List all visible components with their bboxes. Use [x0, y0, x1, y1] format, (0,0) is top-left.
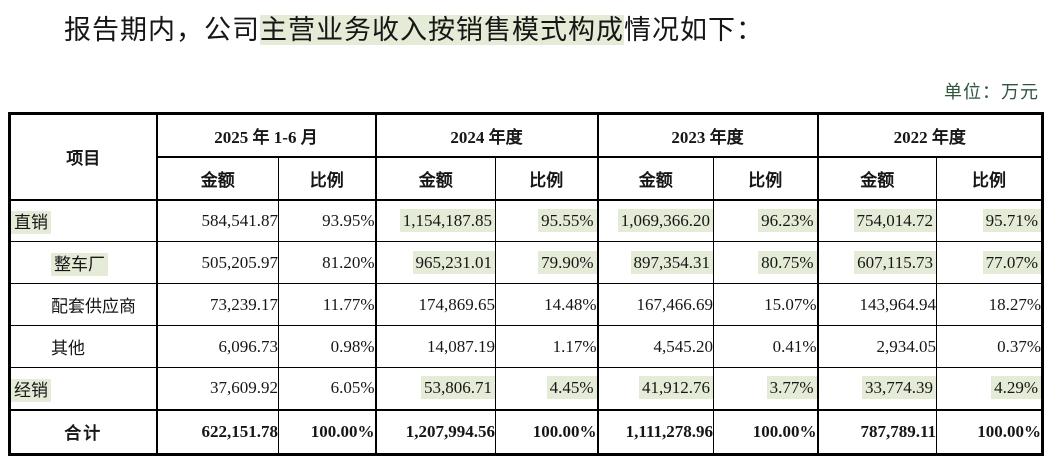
title-prefix: 报告期内，公司 [64, 15, 260, 45]
table-row-oem: 整车厂 505,205.97 81.20% 965,231.01 79.90% … [9, 241, 1044, 284]
cell-ratio: 4.29% [936, 367, 1044, 410]
cell-amount: 622,151.78 [155, 408, 279, 455]
row-label: 整车厂 [9, 241, 157, 284]
cell-amount: 965,231.01 [374, 241, 497, 284]
header-period-2022: 2022 年度 [816, 113, 1044, 158]
cell-amount: 505,205.97 [155, 241, 279, 284]
cell-amount: 53,806.71 [374, 367, 497, 410]
cell-ratio: 4.45% [495, 367, 599, 410]
header-period-2025: 2025 年 1-6 月 [155, 113, 377, 158]
cell-amount: 143,964.94 [816, 283, 938, 326]
header-amount-2025: 金额 [155, 156, 279, 201]
row-label: 其他 [9, 325, 157, 368]
cell-ratio: 95.71% [936, 199, 1044, 242]
cell-amount: 897,354.31 [596, 241, 715, 284]
cell-amount: 1,207,994.56 [374, 408, 497, 455]
cell-amount: 41,912.76 [596, 367, 715, 410]
header-row-periods: 项目 2025 年 1-6 月 2024 年度 2023 年度 2022 年度 [9, 113, 1044, 201]
cell-amount: 1,154,187.85 [374, 199, 497, 242]
cell-ratio: 100.00% [936, 408, 1044, 455]
table-row-distribution: 经销 37,609.92 6.05% 53,806.71 4.45% 41,91… [9, 367, 1044, 410]
header-amount-2022: 金额 [816, 156, 938, 201]
cell-ratio: 0.37% [936, 325, 1044, 368]
cell-amount: 167,466.69 [596, 283, 715, 326]
sales-model-revenue-table: 项目 2025 年 1-6 月 2024 年度 2023 年度 2022 年度 … [8, 112, 1045, 456]
cell-amount: 607,115.73 [816, 241, 938, 284]
cell-ratio: 100.00% [713, 408, 819, 455]
table-row-parts-supplier: 配套供应商 73,239.17 11.77% 174,869.65 14.48%… [9, 283, 1044, 326]
cell-ratio: 81.20% [277, 241, 377, 284]
title-suffix: 情况如下： [624, 15, 764, 45]
cell-amount: 754,014.72 [816, 199, 938, 242]
cell-amount: 1,111,278.96 [596, 408, 715, 455]
cell-ratio: 100.00% [495, 408, 599, 455]
cell-ratio: 15.07% [713, 283, 819, 326]
header-row-subcolumns: 金额 比例 金额 比例 金额 比例 金额 比例 [10, 156, 1044, 201]
cell-amount: 2,934.05 [816, 325, 938, 368]
cell-ratio: 0.41% [713, 325, 819, 368]
header-period-2024: 2024 年度 [374, 113, 599, 158]
cell-ratio: 6.05% [277, 367, 377, 410]
cell-amount: 174,869.65 [374, 283, 497, 326]
cell-ratio: 96.23% [713, 199, 819, 242]
cell-ratio: 93.95% [277, 199, 377, 242]
cell-amount: 787,789.11 [816, 408, 938, 455]
header-ratio-2023: 比例 [713, 156, 819, 201]
header-item: 项目 [9, 113, 157, 201]
table-row-other: 其他 6,096.73 0.98% 14,087.19 1.17% 4,545.… [9, 325, 1044, 368]
cell-ratio: 100.00% [277, 408, 377, 455]
row-label: 合计 [9, 408, 157, 455]
cell-ratio: 80.75% [713, 241, 819, 284]
cell-amount: 584,541.87 [155, 199, 279, 242]
table-row-direct-sales: 直销 584,541.87 93.95% 1,154,187.85 95.55%… [9, 199, 1044, 242]
cell-amount: 33,774.39 [816, 367, 938, 410]
table-row-total: 合计 622,151.78 100.00% 1,207,994.56 100.0… [9, 408, 1044, 455]
cell-ratio: 79.90% [495, 241, 599, 284]
header-period-2023: 2023 年度 [596, 113, 819, 158]
row-label: 直销 [9, 199, 157, 242]
cell-amount: 73,239.17 [155, 283, 279, 326]
header-ratio-2025: 比例 [277, 156, 377, 201]
title-highlighted-phrase: 主营业务收入按销售模式构成 [260, 15, 624, 45]
cell-amount: 37,609.92 [155, 367, 279, 410]
cell-ratio: 11.77% [277, 283, 377, 326]
cell-ratio: 3.77% [713, 367, 819, 410]
unit-label: 单位：万元 [944, 82, 1039, 102]
row-label: 经销 [9, 367, 157, 410]
page-title: 报告期内，公司主营业务收入按销售模式构成情况如下： [64, 8, 764, 47]
header-ratio-2022: 比例 [936, 156, 1044, 201]
cell-amount: 1,069,366.20 [596, 199, 715, 242]
header-amount-2023: 金额 [596, 156, 715, 201]
cell-ratio: 18.27% [936, 283, 1044, 326]
cell-amount: 6,096.73 [155, 325, 279, 368]
cell-amount: 14,087.19 [374, 325, 497, 368]
cell-ratio: 0.98% [277, 325, 377, 368]
row-label: 配套供应商 [9, 283, 157, 326]
cell-ratio: 14.48% [495, 283, 599, 326]
cell-amount: 4,545.20 [596, 325, 715, 368]
header-ratio-2024: 比例 [495, 156, 599, 201]
cell-ratio: 95.55% [495, 199, 599, 242]
cell-ratio: 1.17% [495, 325, 599, 368]
header-amount-2024: 金额 [374, 156, 497, 201]
cell-ratio: 77.07% [936, 241, 1044, 284]
